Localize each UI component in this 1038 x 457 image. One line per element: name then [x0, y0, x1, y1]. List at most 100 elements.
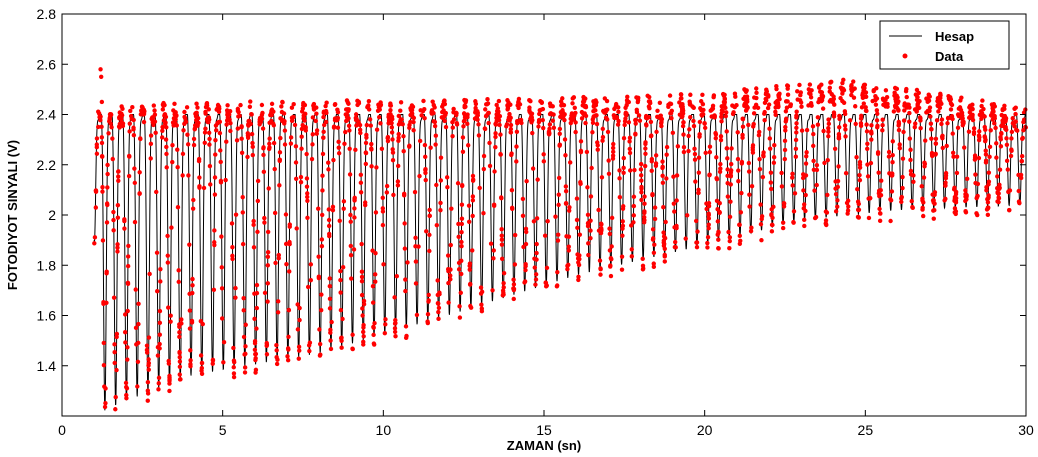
- data-point: [715, 219, 721, 224]
- data-point: [402, 246, 408, 251]
- data-point: [1010, 116, 1015, 121]
- data-point: [481, 153, 487, 159]
- data-point: [849, 88, 855, 94]
- data-point: [687, 127, 692, 132]
- data-point: [973, 180, 978, 186]
- data-point: [165, 233, 170, 239]
- data-point: [156, 381, 161, 386]
- data-point: [117, 125, 122, 130]
- data-point: [460, 135, 466, 140]
- data-point: [177, 324, 182, 329]
- data-point: [473, 101, 479, 107]
- data-point: [125, 254, 131, 259]
- data-point: [264, 352, 270, 357]
- data-point: [409, 103, 415, 108]
- data-point: [144, 350, 150, 355]
- data-point: [925, 99, 930, 105]
- data-point: [377, 107, 382, 112]
- data-point: [210, 361, 215, 366]
- data-point: [352, 195, 357, 201]
- data-point: [459, 243, 464, 249]
- data-point: [328, 330, 333, 335]
- data-point: [709, 114, 714, 119]
- data-point: [455, 181, 461, 186]
- data-point: [816, 99, 821, 105]
- data-point: [655, 108, 660, 113]
- data-point: [384, 183, 390, 189]
- data-point: [534, 216, 540, 221]
- data-point: [275, 310, 281, 315]
- data-point: [815, 115, 821, 120]
- data-point: [178, 377, 183, 382]
- data-point: [1007, 207, 1012, 213]
- data-point: [1015, 128, 1020, 133]
- data-point: [168, 319, 173, 324]
- data-point: [346, 116, 351, 121]
- data-point: [179, 321, 184, 326]
- data-point: [886, 154, 892, 159]
- data-point: [857, 159, 863, 165]
- data-point: [729, 146, 734, 151]
- data-point: [681, 132, 686, 137]
- data-point: [442, 101, 448, 107]
- data-point: [840, 98, 845, 104]
- data-point: [780, 225, 786, 231]
- data-point: [710, 106, 716, 111]
- data-point: [890, 152, 895, 158]
- data-point: [162, 121, 168, 127]
- data-point: [239, 150, 245, 155]
- data-point: [177, 330, 182, 335]
- data-point: [380, 222, 386, 228]
- data-point: [191, 197, 196, 203]
- data-point: [116, 174, 121, 179]
- data-point: [974, 194, 980, 199]
- data-point: [167, 388, 172, 394]
- data-point: [545, 218, 550, 224]
- data-point: [100, 189, 105, 194]
- data-point: [626, 99, 631, 105]
- data-point: [692, 157, 698, 162]
- data-point: [793, 137, 799, 143]
- data-point: [212, 240, 217, 245]
- data-point: [364, 135, 369, 140]
- data-point: [635, 99, 641, 105]
- data-point: [278, 135, 283, 141]
- data-point: [943, 175, 949, 181]
- data-point: [233, 295, 238, 300]
- data-point: [378, 100, 383, 105]
- data-point: [1005, 167, 1010, 172]
- data-point: [751, 111, 757, 116]
- data-point: [218, 159, 223, 165]
- data-point: [177, 355, 182, 360]
- data-point: [326, 207, 332, 212]
- data-point: [600, 134, 606, 140]
- data-point: [878, 211, 883, 216]
- data-point: [123, 380, 129, 386]
- data-point: [266, 186, 271, 191]
- data-point: [462, 118, 467, 123]
- data-point: [175, 165, 180, 170]
- data-point: [607, 226, 612, 231]
- data-point: [843, 170, 849, 176]
- data-point: [212, 192, 218, 197]
- data-point: [767, 136, 773, 141]
- data-point: [680, 123, 686, 129]
- data-point: [180, 151, 186, 157]
- data-point: [395, 163, 401, 169]
- data-point: [262, 220, 267, 225]
- data-point: [241, 295, 246, 301]
- data-point: [272, 166, 277, 172]
- data-point: [982, 124, 987, 130]
- data-point: [230, 245, 235, 250]
- data-point: [245, 154, 250, 160]
- data-point: [111, 228, 116, 233]
- data-point: [505, 105, 511, 111]
- data-point: [952, 206, 958, 211]
- data-point: [181, 128, 186, 133]
- data-point: [952, 185, 957, 191]
- data-point: [189, 318, 195, 324]
- data-point: [725, 156, 730, 161]
- y-tick-label: 1.6: [37, 308, 57, 324]
- data-point: [508, 126, 514, 132]
- data-point: [642, 201, 647, 206]
